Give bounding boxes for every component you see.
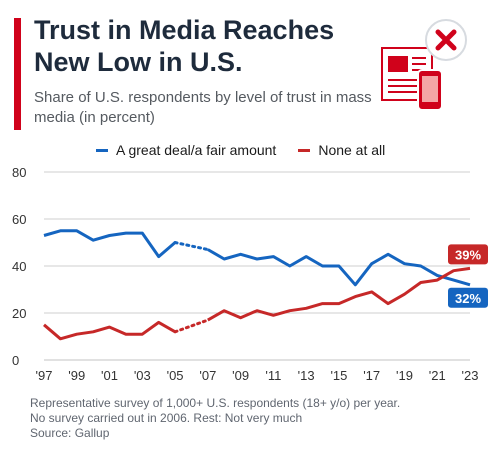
y-tick-label: 40: [12, 259, 26, 274]
x-tick-label: '03: [134, 368, 151, 383]
x-tick-label: '01: [101, 368, 118, 383]
x-tick-label: '07: [199, 368, 216, 383]
footnote-line-2: No survey carried out in 2006. Rest: Not…: [30, 411, 303, 425]
legend-swatch-red: [298, 148, 311, 152]
chart-subtitle: Share of U.S. respondents by level of tr…: [34, 89, 372, 126]
legend-item-trust: A great deal/a fair amount: [96, 142, 276, 158]
end-label-value: 32%: [455, 291, 481, 306]
y-tick-label: 80: [12, 165, 26, 180]
x-tick-label: '13: [298, 368, 315, 383]
series-line-none: [207, 266, 471, 322]
x-tick-label: '15: [330, 368, 347, 383]
series-gap-dotted: [173, 318, 210, 334]
y-tick-label: 0: [12, 353, 19, 368]
series-gap-dotted: [173, 241, 210, 252]
end-label-badge: [448, 287, 488, 308]
end-label-badge: [448, 244, 488, 265]
x-tick-label: '19: [396, 368, 413, 383]
legend-label-trust: A great deal/a fair amount: [116, 142, 277, 158]
series-line-trust: [43, 229, 177, 259]
source-line: Source: Gallup: [30, 426, 110, 440]
x-tick-label: '99: [68, 368, 85, 383]
legend-swatch-blue: [96, 148, 108, 152]
page-title: Trust in Media Reaches New Low in U.S.: [34, 15, 335, 77]
x-tick-label: '11: [265, 368, 281, 383]
end-label-value: 39%: [455, 247, 481, 262]
y-tick-label: 20: [12, 306, 26, 321]
x-tick-label: '05: [167, 368, 184, 383]
newspaper-phone-x-icon: [381, 19, 467, 111]
y-tick-label: 60: [12, 212, 26, 227]
x-tick-label: '23: [462, 368, 479, 383]
series-line-trust: [207, 248, 471, 287]
x-tick-label: '09: [232, 368, 249, 383]
footnote-line-1: Representative survey of 1,000+ U.S. res…: [30, 396, 401, 410]
chart-legend: A great deal/a fair amount None at all: [96, 142, 385, 158]
line-chart: 0 20 40 60 80 '97 '99 '01 '03 '05 '07 '09 '11 '13 '15 '…: [12, 165, 488, 383]
legend-item-none: None at all: [298, 142, 385, 158]
legend-label-none: None at all: [318, 142, 386, 158]
x-tick-label: '17: [363, 368, 380, 383]
x-tick-label: '21: [429, 368, 446, 383]
series-line-none: [43, 320, 176, 341]
footnote: Representative survey of 1,000+ U.S. res…: [30, 396, 400, 441]
x-tick-label: '97: [36, 368, 53, 383]
title-accent-bar: [14, 18, 21, 130]
